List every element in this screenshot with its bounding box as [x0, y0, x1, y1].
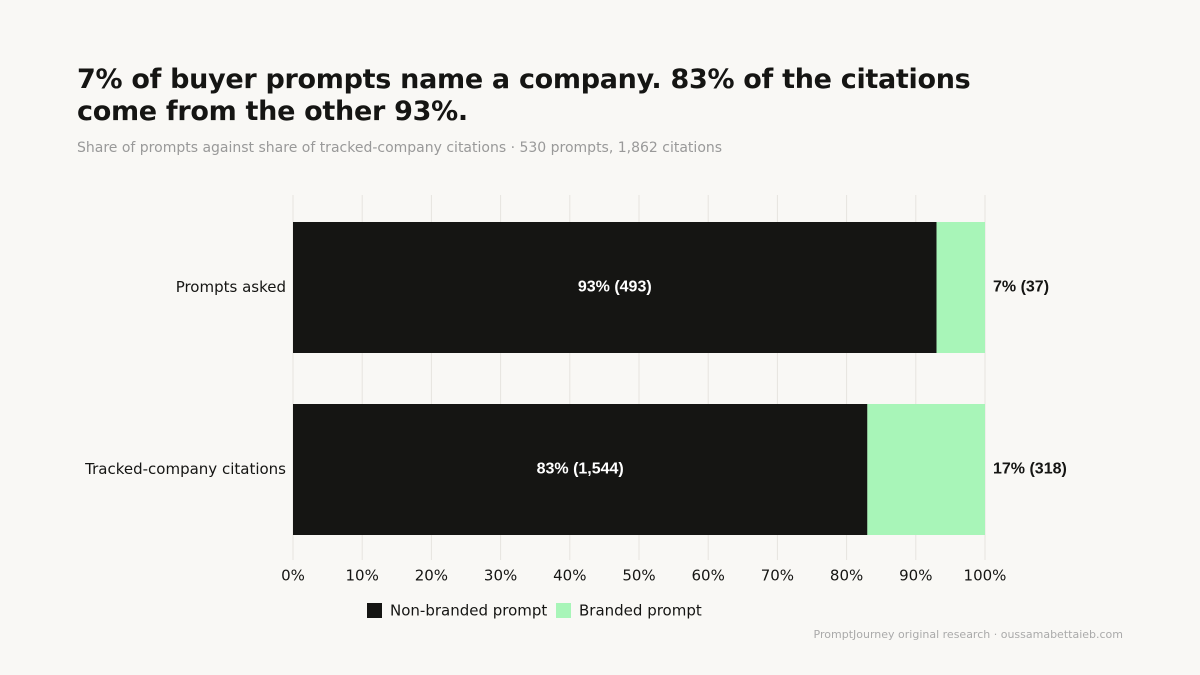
x-tick-label: 60% — [692, 567, 725, 585]
y-tick-label: Prompts asked — [176, 278, 286, 296]
legend-swatch — [556, 603, 571, 618]
x-tick-label: 80% — [830, 567, 863, 585]
y-tick-label: Tracked-company citations — [84, 460, 286, 478]
bar-segment — [936, 222, 985, 353]
value-label: 17% (318) — [993, 461, 1067, 478]
value-label: 7% (37) — [993, 279, 1049, 296]
bar-segment — [293, 404, 868, 535]
x-tick-label: 40% — [553, 567, 586, 585]
chart-subtitle: Share of prompts against share of tracke… — [77, 140, 723, 156]
legend-label: Branded prompt — [579, 602, 702, 620]
x-tick-label: 90% — [899, 567, 932, 585]
value-label: 83% (1,544) — [537, 461, 624, 478]
value-label: 93% (493) — [578, 279, 652, 296]
x-tick-label: 20% — [415, 567, 448, 585]
bar-segment — [293, 222, 937, 353]
x-tick-label: 10% — [346, 567, 379, 585]
x-tick-label: 0% — [281, 567, 305, 585]
legend-swatch — [367, 603, 382, 618]
chart-title: 7% of buyer prompts name a company. 83% … — [77, 64, 971, 127]
bar-segment — [867, 404, 985, 535]
x-tick-label: 30% — [484, 567, 517, 585]
x-tick-label: 50% — [622, 567, 655, 585]
legend-label: Non-branded prompt — [390, 602, 547, 620]
source-note: PromptJourney original research · oussam… — [814, 628, 1123, 641]
x-tick-label: 100% — [964, 567, 1007, 585]
x-tick-label: 70% — [761, 567, 794, 585]
